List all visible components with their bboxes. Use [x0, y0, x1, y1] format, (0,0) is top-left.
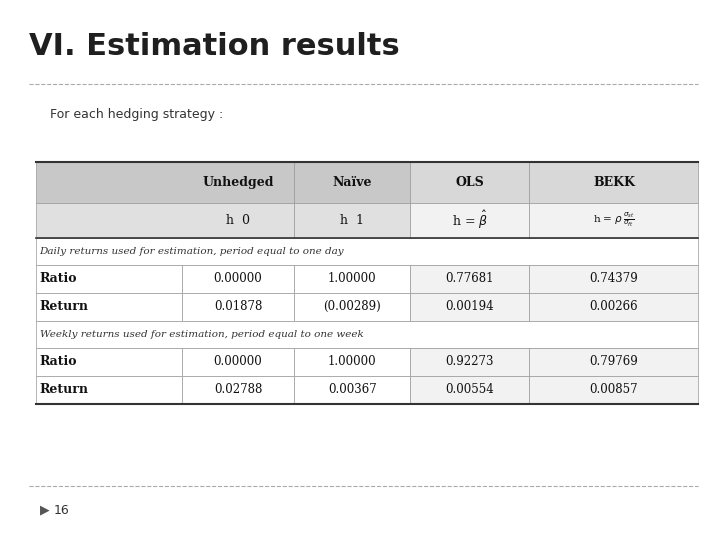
- Text: ▶: ▶: [40, 504, 49, 517]
- Bar: [36, 321, 698, 348]
- Text: OLS: OLS: [456, 176, 485, 189]
- Text: For each hedging strategy :: For each hedging strategy :: [50, 108, 224, 121]
- Bar: [36, 376, 181, 404]
- Text: 0.01878: 0.01878: [214, 300, 262, 313]
- Text: 1.00000: 1.00000: [328, 272, 377, 285]
- Bar: [294, 348, 410, 376]
- Text: Return: Return: [40, 300, 89, 313]
- Bar: [529, 162, 698, 202]
- Text: 0.74379: 0.74379: [590, 272, 639, 285]
- Text: Naïve: Naïve: [333, 176, 372, 189]
- Bar: [36, 293, 181, 321]
- Text: (0.00289): (0.00289): [323, 300, 381, 313]
- Bar: [294, 202, 410, 238]
- Text: Ratio: Ratio: [40, 355, 77, 368]
- Bar: [36, 202, 294, 238]
- Bar: [181, 376, 294, 404]
- Bar: [294, 293, 410, 321]
- Text: 0.00857: 0.00857: [590, 383, 638, 396]
- Bar: [36, 265, 181, 293]
- Bar: [529, 376, 698, 404]
- Text: 0.79769: 0.79769: [590, 355, 639, 368]
- Text: VI. Estimation results: VI. Estimation results: [29, 32, 400, 62]
- Text: 0.92273: 0.92273: [446, 355, 494, 368]
- Bar: [410, 202, 529, 238]
- Bar: [181, 348, 294, 376]
- Text: 0.00554: 0.00554: [446, 383, 494, 396]
- Text: 0.00000: 0.00000: [214, 272, 262, 285]
- Bar: [529, 202, 698, 238]
- Bar: [36, 348, 181, 376]
- Text: Ratio: Ratio: [40, 272, 77, 285]
- Text: 0.00367: 0.00367: [328, 383, 377, 396]
- Text: Return: Return: [40, 383, 89, 396]
- Text: 0.00000: 0.00000: [214, 355, 262, 368]
- Text: 0.02788: 0.02788: [214, 383, 262, 396]
- Bar: [410, 293, 529, 321]
- Bar: [294, 265, 410, 293]
- Text: 0.77681: 0.77681: [446, 272, 494, 285]
- Bar: [529, 293, 698, 321]
- Bar: [36, 162, 294, 202]
- Bar: [410, 348, 529, 376]
- Bar: [181, 265, 294, 293]
- Text: 0.00194: 0.00194: [446, 300, 494, 313]
- Text: 1.00000: 1.00000: [328, 355, 377, 368]
- Bar: [410, 376, 529, 404]
- Bar: [294, 162, 410, 202]
- Bar: [410, 162, 529, 202]
- Text: BEKK: BEKK: [593, 176, 635, 189]
- Bar: [529, 348, 698, 376]
- Text: Daily returns used for estimation, period equal to one day: Daily returns used for estimation, perio…: [40, 247, 344, 255]
- Bar: [181, 293, 294, 321]
- Text: Weekly returns used for estimation, period equal to one week: Weekly returns used for estimation, peri…: [40, 330, 364, 339]
- Bar: [294, 376, 410, 404]
- Text: 16: 16: [54, 504, 70, 517]
- Bar: [529, 265, 698, 293]
- Text: h  0: h 0: [226, 213, 250, 227]
- Bar: [410, 265, 529, 293]
- Bar: [36, 238, 698, 265]
- Text: Unhedged: Unhedged: [202, 176, 274, 189]
- Text: h = $\rho\,\frac{\sigma_{st}}{\sigma_{ft}}$: h = $\rho\,\frac{\sigma_{st}}{\sigma_{ft…: [593, 211, 635, 229]
- Text: 0.00266: 0.00266: [590, 300, 638, 313]
- Text: h  1: h 1: [341, 213, 364, 227]
- Text: h = $\hat{\beta}$: h = $\hat{\beta}$: [452, 209, 488, 231]
